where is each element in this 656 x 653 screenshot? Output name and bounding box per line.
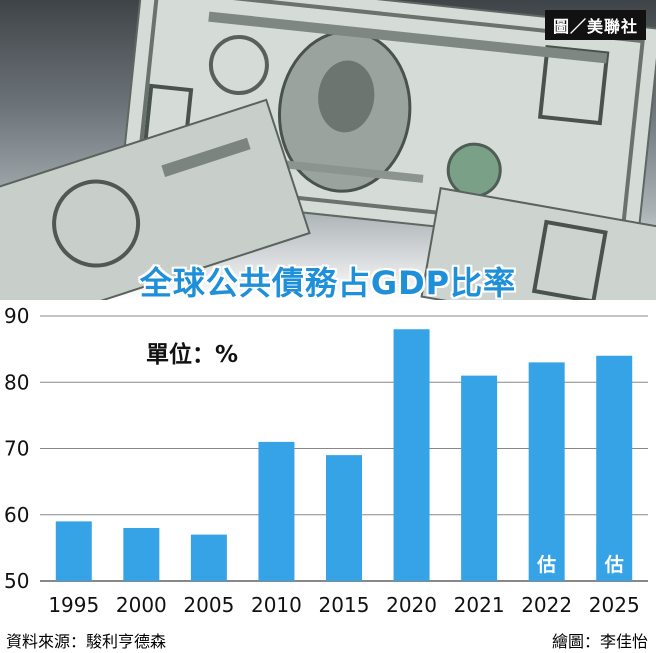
- bar-2020: [393, 329, 430, 581]
- bar-2000: [123, 528, 160, 581]
- bar-2022: [528, 362, 565, 581]
- bar-annotations: 估估: [536, 553, 624, 576]
- unit-label: 單位：%: [146, 341, 238, 368]
- bar-2010: [258, 441, 295, 581]
- bar-2021: [461, 375, 498, 581]
- x-tick-label: 2010: [251, 593, 302, 617]
- y-tick-label: 80: [4, 370, 29, 394]
- banknote-illustration: [0, 0, 656, 300]
- x-tick-label: 2015: [319, 593, 370, 617]
- bar-2025: [596, 355, 633, 581]
- bar-2005: [190, 534, 227, 581]
- y-tick-label: 50: [4, 569, 29, 593]
- x-tick-label: 2005: [183, 593, 234, 617]
- x-tick-label: 2000: [116, 593, 167, 617]
- banknote-photo: 圖／美聯社: [0, 0, 656, 300]
- y-tick-label: 60: [4, 503, 29, 527]
- bars: [55, 329, 633, 581]
- estimate-label: 估: [604, 553, 624, 576]
- bar-1995: [55, 521, 92, 581]
- x-tick-labels: 1995 2000 2005 2010 2015 2020 2021 2022 2025: [48, 593, 639, 617]
- x-tick-label: 2022: [521, 593, 572, 617]
- chart-title: 全球公共債務占GDP比率: [139, 264, 517, 302]
- y-tick-labels: 50 60 70 80 90: [4, 304, 29, 593]
- graphic-designer: 繪圖：李佳怡: [551, 632, 648, 651]
- photo-credit: 圖／美聯社: [544, 10, 646, 40]
- y-tick-label: 90: [4, 304, 29, 328]
- x-tick-label: 2021: [454, 593, 505, 617]
- bar-2015: [326, 455, 362, 581]
- x-tick-label: 2025: [589, 593, 640, 617]
- data-source: 資料來源：駿利亨德森: [6, 632, 167, 651]
- estimate-label: 估: [536, 553, 556, 576]
- y-tick-label: 70: [4, 437, 29, 461]
- x-tick-label: 2020: [386, 593, 437, 617]
- x-tick-label: 1995: [48, 593, 99, 617]
